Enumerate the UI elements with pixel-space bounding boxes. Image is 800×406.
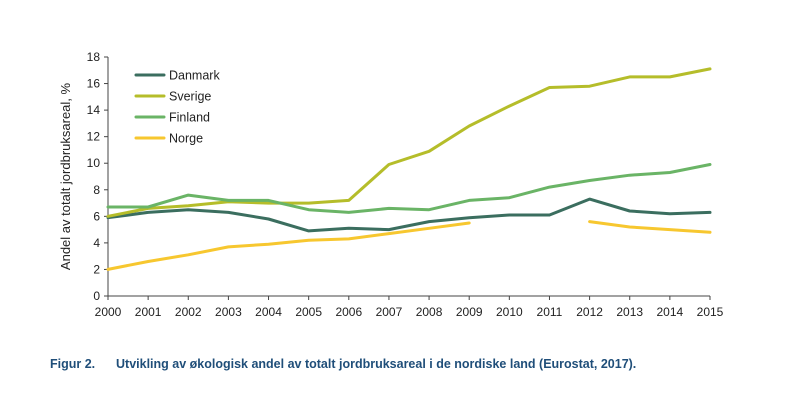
axes: [104, 56, 711, 300]
x-tick-label: 2008: [416, 305, 443, 319]
series-line-sverige: [106, 67, 712, 218]
x-tick-label: 2011: [537, 305, 563, 319]
x-tick-label: 2002: [175, 305, 202, 319]
y-axis-title-group: Andel av totalt jordbruksareal, %: [58, 82, 73, 270]
x-tick-label: 2004: [255, 305, 282, 319]
y-tick-label: 18: [87, 50, 101, 64]
y-tick-label: 2: [93, 262, 100, 276]
y-tick-label: 8: [93, 183, 100, 197]
y-tick-label: 16: [87, 77, 101, 91]
y-tick-label: 4: [93, 236, 100, 250]
x-tick-label: 2013: [616, 305, 643, 319]
x-tick-label: 2006: [335, 305, 362, 319]
x-tick-label: 2010: [496, 305, 523, 319]
x-tick-label: 2015: [697, 305, 724, 319]
x-tick-label: 2012: [576, 305, 603, 319]
series-line-danmark: [106, 197, 712, 233]
figure-caption-text: Utvikling av økologisk andel av totalt j…: [116, 357, 637, 371]
series-line-norge: [106, 221, 471, 271]
y-axis-title: Andel av totalt jordbruksareal, %: [58, 82, 73, 270]
legend: Danmark Sverige Finland Norge: [134, 69, 220, 146]
legend-label-finland: Finland: [169, 111, 210, 125]
legend-label-sverige: Sverige: [169, 90, 211, 104]
x-tick-label: 2005: [295, 305, 322, 319]
line-chart: Andel av totalt jordbruksareal, % 0 2 4 6 8 1…: [58, 50, 724, 319]
x-tick-label: 2014: [657, 305, 684, 319]
x-tick-label: 2001: [135, 305, 162, 319]
y-tick-label: 12: [87, 130, 101, 144]
legend-label-danmark: Danmark: [169, 69, 220, 83]
x-tick-label: 2007: [376, 305, 403, 319]
series-line-finland: [106, 163, 712, 214]
y-tick-label: 14: [87, 103, 101, 117]
figure-caption: Figur 2. Utvikling av økologisk andel av …: [50, 357, 636, 371]
x-tick-label: 2000: [95, 305, 122, 319]
x-tick-label: 2003: [215, 305, 242, 319]
tick-labels: 0 2 4 6 8 10 12 14 16 18 2000 2001 2002 2003 2004 2005 2…: [87, 50, 724, 319]
y-tick-label: 6: [93, 209, 100, 223]
y-tick-label: 10: [87, 156, 101, 170]
legend-label-norge: Norge: [169, 132, 203, 146]
series-line-norge: [588, 220, 712, 234]
y-tick-label: 0: [93, 289, 100, 303]
figure-number: Figur 2.: [50, 357, 96, 371]
x-tick-label: 2009: [456, 305, 483, 319]
series-lines: [106, 67, 712, 271]
